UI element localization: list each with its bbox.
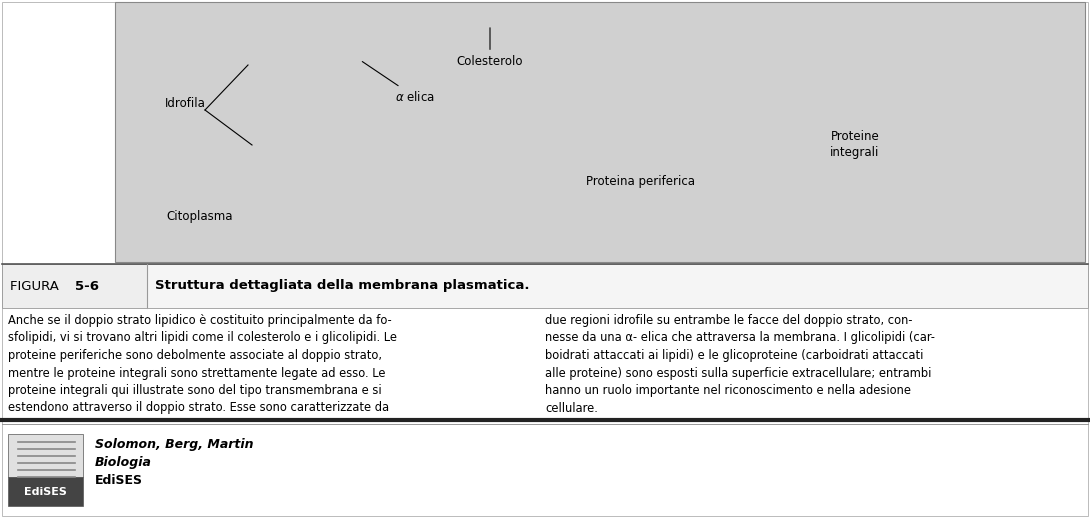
Text: Citoplasma: Citoplasma <box>167 210 233 223</box>
Text: Idrofila: Idrofila <box>165 97 205 110</box>
Bar <box>8 477 83 506</box>
Text: EdiSES: EdiSES <box>24 486 66 497</box>
Text: Struttura dettagliata della membrana plasmatica.: Struttura dettagliata della membrana pla… <box>155 280 530 293</box>
Text: FIGURA: FIGURA <box>10 280 63 293</box>
Text: $\alpha$ elica: $\alpha$ elica <box>362 62 435 104</box>
Bar <box>8 434 83 477</box>
Bar <box>116 2 1085 262</box>
Text: 5-6: 5-6 <box>75 280 99 293</box>
Text: Colesterolo: Colesterolo <box>457 28 523 68</box>
Text: Anche se il doppio strato lipidico è costituito principalmente da fo-
sfolipidi,: Anche se il doppio strato lipidico è cos… <box>8 314 397 414</box>
Text: Solomon, Berg, Martin: Solomon, Berg, Martin <box>95 438 254 451</box>
Text: due regioni idrofile su entrambe le facce del doppio strato, con-
nesse da una α: due regioni idrofile su entrambe le facc… <box>545 314 935 414</box>
Text: Proteina periferica: Proteina periferica <box>585 175 694 188</box>
Text: EdiSES: EdiSES <box>95 474 143 487</box>
Text: Biologia: Biologia <box>95 456 152 469</box>
Bar <box>2 264 147 308</box>
Bar <box>2 264 1088 308</box>
Text: Proteine
integrali: Proteine integrali <box>831 130 880 159</box>
